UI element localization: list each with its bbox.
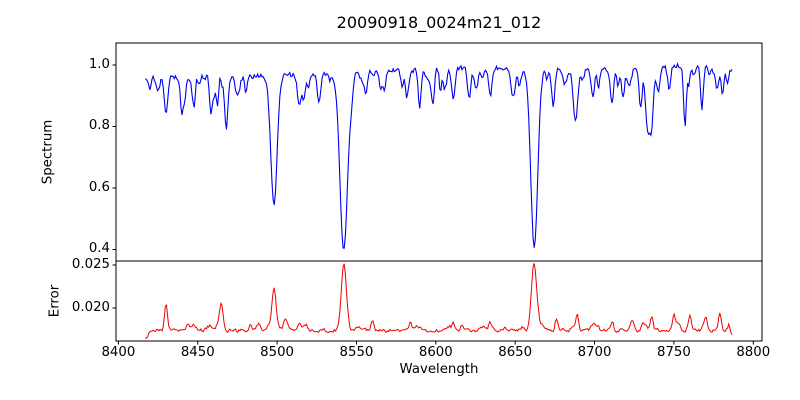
spectrum-y-tick-label: 0.8: [88, 118, 110, 134]
x-tick-label: 8750: [656, 345, 691, 360]
x-tick-label: 8550: [339, 345, 374, 360]
spectrum-line: [145, 62, 733, 249]
spectrum-y-tick-label: 0.6: [88, 179, 110, 195]
error-y-tick-label: 0.025: [71, 256, 110, 272]
wavelength-axis-label: Wavelength: [399, 362, 479, 377]
x-tick-label: 8700: [577, 345, 612, 360]
error-line: [145, 263, 733, 340]
x-tick-label: 8800: [736, 345, 771, 360]
error-y-tick-label: 0.020: [71, 300, 110, 315]
x-tick-label: 8600: [418, 345, 453, 360]
x-tick-label: 8500: [260, 345, 295, 360]
spectrum-y-tick-label: 0.4: [88, 241, 110, 257]
x-tick-label: 8450: [180, 345, 215, 360]
chart-title: 20090918_0024m21_012: [336, 13, 542, 32]
error-subplot-frame: [115, 260, 763, 342]
spectrum-y-tick-label: 1.0: [88, 56, 110, 72]
x-tick-label: 8400: [101, 345, 136, 360]
x-tick-label: 8650: [498, 345, 533, 360]
